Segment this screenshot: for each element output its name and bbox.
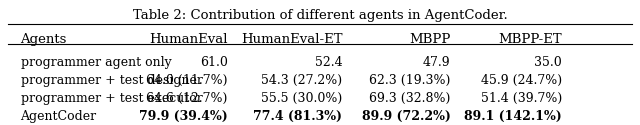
Text: HumanEval-ET: HumanEval-ET	[241, 33, 342, 46]
Text: 62.3 (19.3%): 62.3 (19.3%)	[369, 74, 451, 87]
Text: 69.3 (32.8%): 69.3 (32.8%)	[369, 92, 451, 105]
Text: MBPP-ET: MBPP-ET	[499, 33, 562, 46]
Text: 77.4 (81.3%): 77.4 (81.3%)	[253, 110, 342, 123]
Text: 61.0: 61.0	[200, 56, 228, 69]
Text: 64.0 (11.7%): 64.0 (11.7%)	[146, 74, 228, 87]
Text: Table 2: Contribution of different agents in AgentCoder.: Table 2: Contribution of different agent…	[132, 9, 508, 22]
Text: 35.0: 35.0	[534, 56, 562, 69]
Text: programmer agent only: programmer agent only	[20, 56, 172, 69]
Text: 89.1 (142.1%): 89.1 (142.1%)	[465, 110, 562, 123]
Text: 45.9 (24.7%): 45.9 (24.7%)	[481, 74, 562, 87]
Text: 52.4: 52.4	[315, 56, 342, 69]
Text: AgentCoder: AgentCoder	[20, 110, 97, 123]
Text: HumanEval: HumanEval	[149, 33, 228, 46]
Text: 55.5 (30.0%): 55.5 (30.0%)	[261, 92, 342, 105]
Text: MBPP: MBPP	[409, 33, 451, 46]
Text: Agents: Agents	[20, 33, 67, 46]
Text: 47.9: 47.9	[423, 56, 451, 69]
Text: programmer + test designer: programmer + test designer	[20, 74, 202, 87]
Text: 64.6 (12.7%): 64.6 (12.7%)	[146, 92, 228, 105]
Text: 51.4 (39.7%): 51.4 (39.7%)	[481, 92, 562, 105]
Text: 89.9 (72.2%): 89.9 (72.2%)	[362, 110, 451, 123]
Text: 79.9 (39.4%): 79.9 (39.4%)	[139, 110, 228, 123]
Text: programmer + test executor: programmer + test executor	[20, 92, 202, 105]
Text: 54.3 (27.2%): 54.3 (27.2%)	[261, 74, 342, 87]
